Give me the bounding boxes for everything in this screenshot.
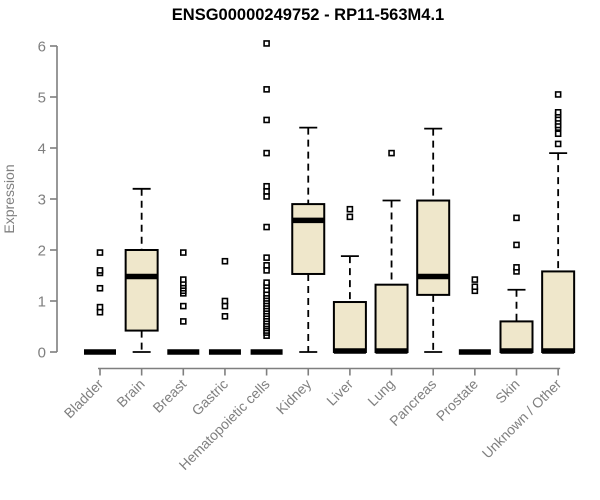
outlier-point: [263, 223, 270, 231]
outlier-point: [554, 109, 562, 116]
box-group-hematopoietic-cells: [250, 40, 283, 355]
box-group-lung: [374, 149, 409, 354]
outlier-point: [180, 318, 187, 325]
outlier-point: [554, 140, 562, 148]
iqr-box: [416, 199, 451, 296]
box-group-kidney: [291, 126, 326, 353]
x-category-label: Prostate: [433, 376, 481, 424]
box-group-prostate: [458, 276, 491, 355]
y-axis-title: Expression: [1, 164, 17, 233]
y-tick-label: 2: [38, 242, 46, 259]
y-tick-label: 6: [38, 38, 46, 55]
box-group-breast: [167, 249, 200, 355]
outlier-point: [263, 193, 270, 200]
x-category-label: Brain: [113, 376, 147, 410]
outlier-point: [180, 302, 187, 310]
outlier-point: [180, 276, 187, 283]
outlier-point: [221, 302, 229, 310]
box-group-bladder: [84, 249, 116, 355]
x-category-label: Kidney: [273, 376, 315, 418]
iqr-box: [499, 320, 534, 353]
outlier-point: [221, 257, 229, 265]
x-category-label: Skin: [492, 376, 523, 407]
box-group-skin: [499, 214, 534, 354]
outlier-point: [96, 249, 104, 256]
outlier-point: [180, 249, 187, 256]
x-category-label: Liver: [323, 376, 356, 409]
outlier-point: [263, 149, 270, 157]
x-category-label: Lung: [364, 376, 397, 409]
outlier-point: [263, 182, 270, 190]
outlier-point: [513, 214, 520, 222]
outlier-point: [263, 86, 270, 93]
outlier-point: [96, 303, 104, 311]
box-group-liver: [332, 205, 367, 354]
iqr-box: [332, 301, 367, 353]
outlier-point: [388, 149, 395, 157]
outlier-point: [263, 267, 270, 274]
outlier-point: [263, 116, 270, 124]
outlier-point: [513, 241, 520, 249]
outlier-point: [221, 297, 229, 305]
y-tick-label: 1: [38, 293, 46, 310]
iqr-box: [124, 249, 159, 332]
outlier-point: [346, 205, 354, 213]
box-group-unknown-other: [541, 91, 576, 354]
iqr-box: [374, 283, 409, 353]
outlier-point: [221, 312, 229, 320]
x-category-label: Bladder: [61, 376, 107, 422]
outlier-point: [346, 213, 354, 221]
chart-title: ENSG00000249752 - RP11-563M4.1: [172, 6, 444, 24]
y-tick-label: 5: [38, 89, 46, 106]
outlier-point: [471, 283, 479, 291]
outlier-point: [554, 91, 562, 98]
outlier-point: [96, 267, 104, 274]
x-category-label: Unknown / Other: [479, 376, 565, 462]
iqr-box: [541, 270, 576, 354]
outlier-point: [263, 40, 270, 47]
outlier-point: [263, 188, 270, 195]
outlier-point: [263, 279, 270, 286]
outlier-point: [554, 130, 562, 138]
y-tick-label: 4: [38, 140, 46, 157]
box-group-gastric: [208, 257, 241, 355]
outlier-point: [263, 261, 270, 269]
box-group-brain: [124, 187, 159, 353]
outlier-point: [96, 284, 104, 292]
iqr-box: [291, 203, 326, 275]
outlier-point: [96, 308, 104, 316]
x-category-label: Breast: [149, 376, 189, 416]
outlier-point: [263, 254, 270, 261]
outlier-point: [513, 264, 520, 271]
y-tick-label: 3: [38, 191, 46, 208]
y-tick-label: 0: [38, 344, 46, 361]
outlier-point: [471, 276, 479, 283]
box-group-pancreas: [416, 127, 451, 353]
